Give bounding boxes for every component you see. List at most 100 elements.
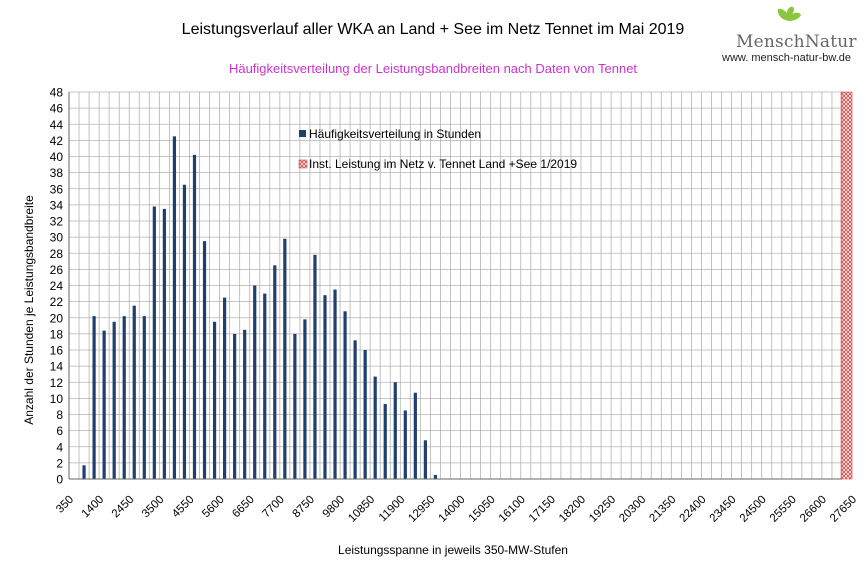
x-tick-label: 21350 <box>647 494 678 525</box>
y-tick-label: 2 <box>56 456 63 470</box>
x-tick-label: 18200 <box>557 494 588 525</box>
bar <box>403 410 407 479</box>
bar <box>323 295 327 479</box>
y-tick-label: 6 <box>56 424 63 438</box>
legend: Häufigkeitsverteilung in Stunden Inst. L… <box>298 127 577 171</box>
bar <box>122 316 126 479</box>
bar <box>413 392 417 479</box>
bar <box>273 265 277 479</box>
x-tick-label: 27650 <box>828 494 859 525</box>
x-tick-label: 8750 <box>290 494 317 521</box>
bar <box>223 297 227 479</box>
x-tick-label: 23450 <box>708 494 739 525</box>
y-tick-label: 22 <box>50 295 64 309</box>
bar <box>423 440 427 479</box>
x-tick-label: 24500 <box>738 494 769 525</box>
bar <box>373 376 377 479</box>
x-tick-label: 6650 <box>230 494 257 521</box>
x-tick-label: 25550 <box>768 494 799 525</box>
chart-title: Leistungsverlauf aller WKA an Land + See… <box>181 21 685 38</box>
bar <box>283 238 287 479</box>
y-tick-label: 30 <box>50 231 64 245</box>
bar <box>152 206 156 480</box>
x-tick-label: 26600 <box>798 494 829 525</box>
x-tick-label: 20300 <box>617 494 648 525</box>
bar <box>112 321 116 479</box>
x-tick-label: 350 <box>54 494 76 516</box>
logo: MenschNatur www. mensch-natur-bw.de <box>722 6 862 68</box>
y-tick-label: 16 <box>50 344 64 358</box>
y-tick-label: 18 <box>50 327 64 341</box>
x-tick-label: 22400 <box>677 494 708 525</box>
y-tick-label: 4 <box>56 440 63 454</box>
x-tick-label: 9800 <box>321 494 348 521</box>
y-tick-label: 24 <box>50 279 64 293</box>
y-tick-label: 46 <box>50 102 64 116</box>
bar <box>343 311 347 479</box>
bar <box>253 285 257 479</box>
y-tick-label: 14 <box>50 360 64 374</box>
x-tick-label: 7700 <box>260 494 287 521</box>
x-tick-label: 2450 <box>110 494 137 521</box>
y-tick-label: 40 <box>50 150 64 164</box>
legend-swatch-frequency <box>299 130 306 137</box>
bar <box>333 289 337 479</box>
x-tick-label: 19250 <box>587 494 618 525</box>
y-tick-label: 36 <box>50 182 64 196</box>
x-tick-label: 16100 <box>497 494 528 525</box>
bar <box>212 321 217 479</box>
installed-capacity-bar <box>840 91 853 480</box>
y-tick-label: 0 <box>56 473 63 487</box>
y-tick-label: 38 <box>50 166 64 180</box>
y-tick-label: 48 <box>50 86 64 100</box>
bar <box>132 305 136 479</box>
logo-url: www. mensch-natur-bw.de <box>722 52 851 64</box>
bar <box>162 208 166 479</box>
y-tick-labels: 0246810121416182022242628303234363840424… <box>50 86 64 487</box>
bar <box>243 329 247 479</box>
x-tick-label: 5600 <box>200 494 227 521</box>
bar <box>202 241 207 479</box>
legend-swatch-installed <box>298 159 308 169</box>
y-tick-label: 44 <box>50 118 64 132</box>
bar <box>363 350 367 479</box>
bar <box>353 340 357 479</box>
bar <box>383 404 387 479</box>
y-tick-label: 20 <box>50 311 64 325</box>
y-tick-label: 42 <box>50 134 64 148</box>
bar <box>92 316 96 479</box>
bar <box>102 330 106 479</box>
bar-series <box>82 136 438 480</box>
x-tick-label: 4550 <box>170 494 197 521</box>
bar <box>182 184 187 479</box>
x-tick-label: 17150 <box>527 494 558 525</box>
bar <box>142 316 146 479</box>
y-tick-label: 32 <box>50 215 64 229</box>
bar <box>393 382 397 479</box>
x-tick-label: 3500 <box>140 494 167 521</box>
y-tick-label: 10 <box>50 392 64 406</box>
x-tick-label: 1400 <box>80 494 107 521</box>
bar <box>192 154 197 479</box>
bar <box>263 293 267 479</box>
y-tick-label: 34 <box>50 198 64 212</box>
y-tick-label: 12 <box>50 376 64 390</box>
bar <box>82 465 86 479</box>
y-tick-label: 26 <box>50 263 64 277</box>
ginkgo-leaf-icon <box>777 6 801 33</box>
installed-capacity-series <box>840 91 853 480</box>
legend-label-installed: Inst. Leistung im Netz v. Tennet Land +S… <box>309 157 577 171</box>
x-axis-label: Leistungsspanne in jeweils 350-MW-Stufen <box>338 543 568 557</box>
bar <box>433 474 438 479</box>
x-tick-label: 10850 <box>346 494 377 525</box>
y-tick-label: 8 <box>56 408 63 422</box>
axes <box>68 92 842 480</box>
y-tick-label: 28 <box>50 247 64 261</box>
x-tick-label: 15050 <box>467 494 498 525</box>
x-tick-label: 12950 <box>406 494 437 525</box>
x-tick-label: 14000 <box>437 494 468 525</box>
bar <box>293 333 297 479</box>
legend-label-frequency: Häufigkeitsverteilung in Stunden <box>309 127 481 141</box>
bar <box>313 254 317 479</box>
